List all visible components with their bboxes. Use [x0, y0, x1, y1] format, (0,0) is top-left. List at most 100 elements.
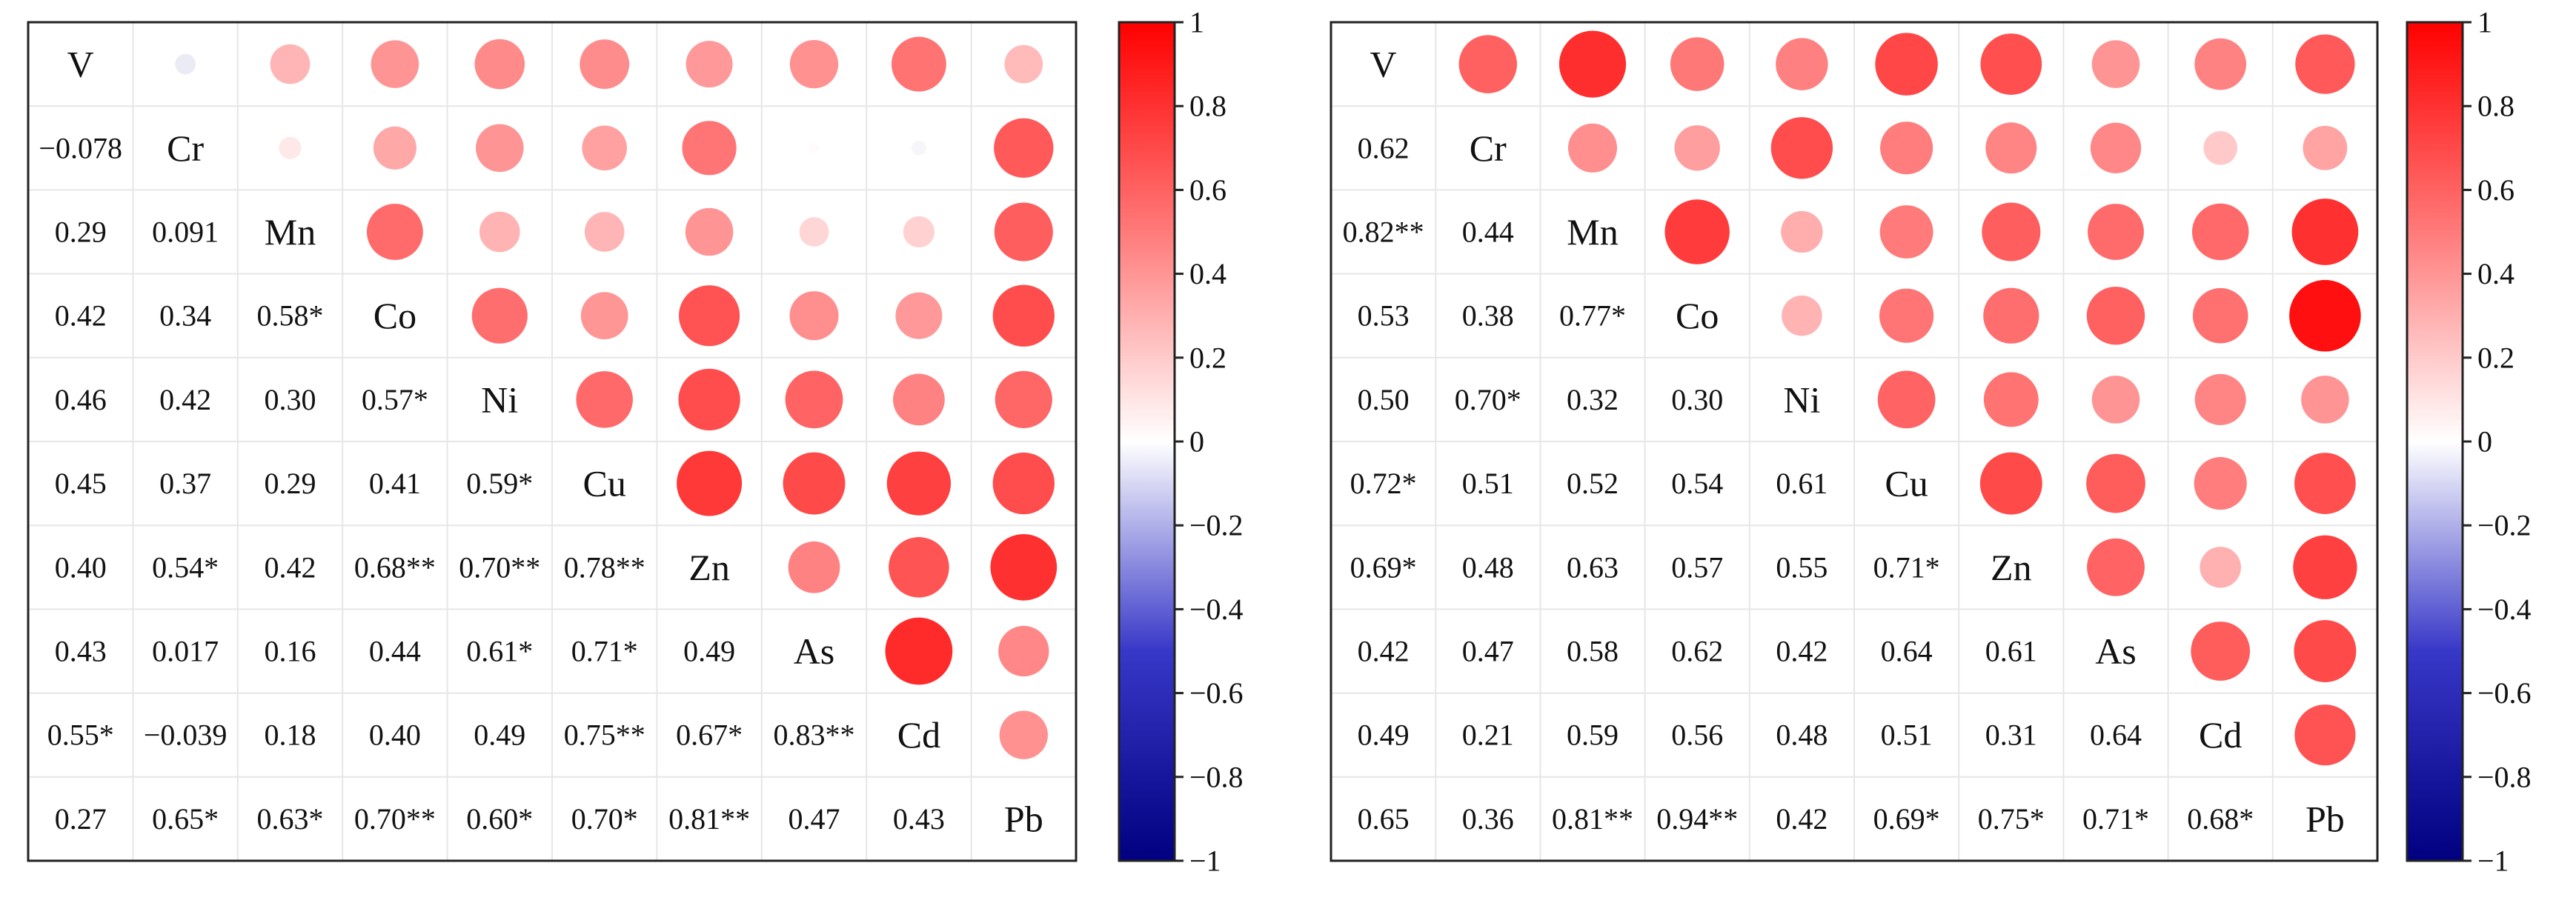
- correlation-circle: [175, 53, 196, 75]
- correlation-circle: [2090, 122, 2142, 173]
- correlation-circle: [2293, 535, 2357, 599]
- panel-2: V 0.62 Cr 0.82** 0.44 Mn 0.53 0.38 0.77* Co 0.50 0.…: [1330, 6, 2532, 878]
- correlation-circle: [1567, 123, 1618, 173]
- colorbar-tick-label: −0.2: [1189, 509, 1244, 542]
- correlation-value-label: 0.44: [1462, 216, 1514, 249]
- correlation-value-label: 0.83**: [774, 719, 855, 752]
- correlation-value-label: 0.67*: [676, 719, 743, 752]
- correlation-circle: [1980, 33, 2042, 95]
- correlation-value-label: −0.039: [144, 719, 228, 752]
- colorbar-tick-label: 0: [1189, 425, 1204, 459]
- variable-label: Mn: [1567, 211, 1618, 253]
- colorbar-tick-label: 0.6: [1189, 173, 1226, 207]
- correlation-circle: [788, 541, 840, 593]
- correlation-circle: [2086, 453, 2145, 513]
- colorbar-tick-label: −0.4: [2477, 593, 2532, 626]
- correlation-circle: [994, 118, 1054, 178]
- correlation-circle: [886, 451, 952, 516]
- correlation-circle: [1880, 121, 1933, 175]
- correlation-circle: [992, 284, 1055, 347]
- correlation-circle: [809, 143, 819, 153]
- correlation-value-label: 0.47: [1462, 635, 1514, 668]
- correlation-circle: [2086, 286, 2145, 345]
- correlation-value-label: 0.68**: [354, 550, 436, 584]
- correlation-circle: [785, 370, 843, 429]
- variable-label: Pb: [1004, 798, 1043, 839]
- correlation-value-label: 0.36: [1462, 802, 1514, 836]
- correlation-value-label: 0.65: [1358, 802, 1410, 836]
- correlation-value-label: 0.70**: [459, 550, 540, 584]
- correlation-circle: [1558, 30, 1627, 98]
- colorbar-tick-label: 0.2: [2477, 341, 2514, 374]
- correlation-value-label: 0.42: [55, 299, 107, 333]
- correlation-circle: [799, 217, 829, 247]
- correlation-value-label: 0.017: [152, 635, 219, 668]
- correlation-value-label: 0.82**: [1343, 216, 1424, 249]
- correlation-value-label: 0.40: [55, 550, 107, 584]
- correlation-circle: [1983, 287, 2039, 344]
- correlation-value-label: 0.30: [265, 383, 316, 416]
- correlation-circle: [373, 126, 416, 170]
- correlation-value-label: 0.53: [1358, 299, 1410, 333]
- correlation-value-label: 0.42: [159, 383, 211, 416]
- correlation-circle: [891, 36, 946, 92]
- correlation-circle: [1875, 33, 1938, 96]
- correlation-value-label: 0.81**: [1552, 802, 1633, 836]
- correlation-circle: [1781, 210, 1823, 253]
- colorbar-tick-label: 0.8: [1189, 90, 1226, 123]
- correlation-value-label: 0.38: [1462, 299, 1514, 333]
- correlation-circle: [992, 452, 1055, 515]
- correlation-circle: [576, 371, 633, 428]
- colorbar-tick-label: 0.6: [2477, 173, 2514, 207]
- correlation-value-label: 0.44: [369, 635, 421, 668]
- correlation-circle: [895, 292, 943, 339]
- colorbar-tick-label: −0.8: [1189, 760, 1244, 793]
- correlation-circle: [2294, 620, 2357, 682]
- correlation-value-label: 0.70**: [354, 802, 436, 836]
- correlation-value-label: 0.75**: [564, 719, 645, 752]
- correlation-circle: [2294, 453, 2356, 514]
- correlation-value-label: 0.30: [1671, 383, 1723, 416]
- correlation-value-label: 0.34: [159, 299, 211, 333]
- correlation-circle: [885, 617, 953, 685]
- correlation-circle: [995, 370, 1052, 428]
- correlation-value-label: 0.18: [265, 719, 316, 752]
- correlation-circle: [994, 202, 1053, 261]
- correlation-circle: [912, 140, 926, 156]
- correlation-circle: [893, 373, 945, 426]
- correlation-circle: [2091, 376, 2140, 424]
- colorbar-tick-label: 0.4: [1189, 257, 1226, 290]
- correlation-value-label: 0.37: [159, 467, 211, 500]
- variable-label: Zn: [1991, 547, 2032, 588]
- correlation-value-label: 0.65*: [152, 802, 219, 836]
- variable-label: Ni: [1783, 379, 1820, 420]
- correlation-circle: [679, 285, 740, 347]
- correlation-value-label: 0.81**: [668, 802, 750, 836]
- correlation-value-label: 0.62: [1358, 131, 1410, 164]
- colorbar-1: 1 0.8 0.6 0.4 0.2 0 −0.2 −0.4 −0.6 −0.8 −1: [1118, 6, 1244, 878]
- correlation-value-label: 0.43: [893, 802, 945, 836]
- correlation-circle: [2294, 704, 2356, 766]
- correlation-circle: [1458, 35, 1518, 93]
- panel-frame: [1330, 21, 2379, 862]
- colorbar-tick-label: 0: [2477, 425, 2492, 459]
- correlation-value-label: 0.70*: [571, 802, 638, 836]
- correlation-value-label: 0.52: [1567, 467, 1619, 500]
- correlation-value-label: 0.51: [1462, 467, 1514, 500]
- correlation-circle: [2192, 287, 2248, 344]
- correlation-circle: [2295, 34, 2355, 94]
- correlation-circle: [783, 452, 846, 515]
- correlation-value-label: 0.55: [1776, 550, 1828, 584]
- correlation-value-label: 0.70*: [1455, 383, 1521, 416]
- colorbar-tick-label: 0.2: [1189, 341, 1226, 374]
- correlation-circle: [366, 204, 423, 260]
- colorbar-tick-label: −0.6: [2477, 676, 2532, 710]
- correlation-value-label: 0.61: [1776, 467, 1828, 500]
- correlation-circle: [998, 625, 1049, 677]
- correlation-circle: [1770, 117, 1833, 179]
- colorbar-tick-label: −0.6: [1189, 676, 1244, 710]
- correlation-value-label: 0.59*: [466, 467, 533, 500]
- correlation-value-label: −0.078: [39, 131, 122, 164]
- correlation-value-label: 0.49: [474, 719, 525, 752]
- correlation-value-label: 0.72*: [1350, 467, 1417, 500]
